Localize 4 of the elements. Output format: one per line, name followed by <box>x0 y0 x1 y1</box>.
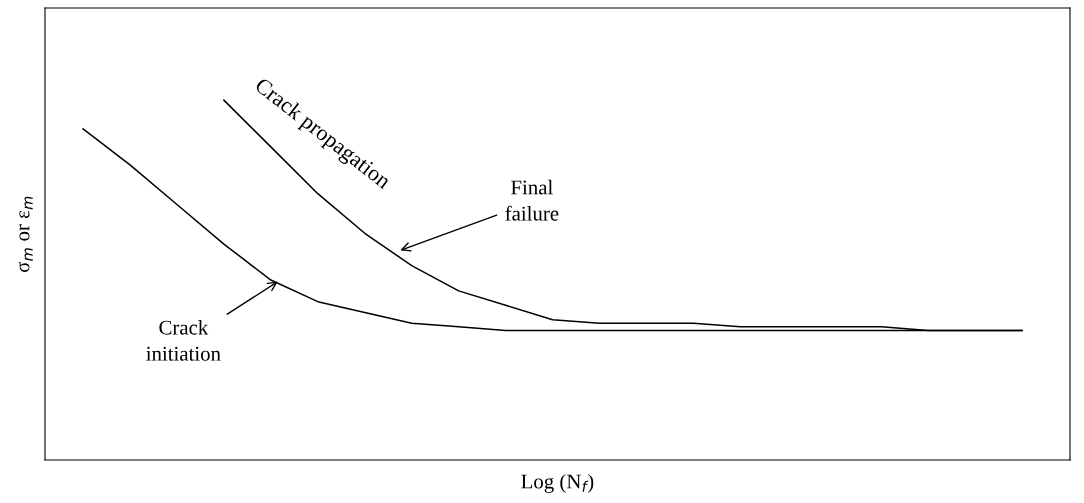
annotation: Final failure <box>505 179 559 221</box>
y-axis-title: σ$_{m}$ or ε$_{m}$ <box>18 196 33 273</box>
annotation: Crack initiation <box>146 319 221 361</box>
x-axis-title: Log (N$_{f}$) <box>521 473 594 493</box>
